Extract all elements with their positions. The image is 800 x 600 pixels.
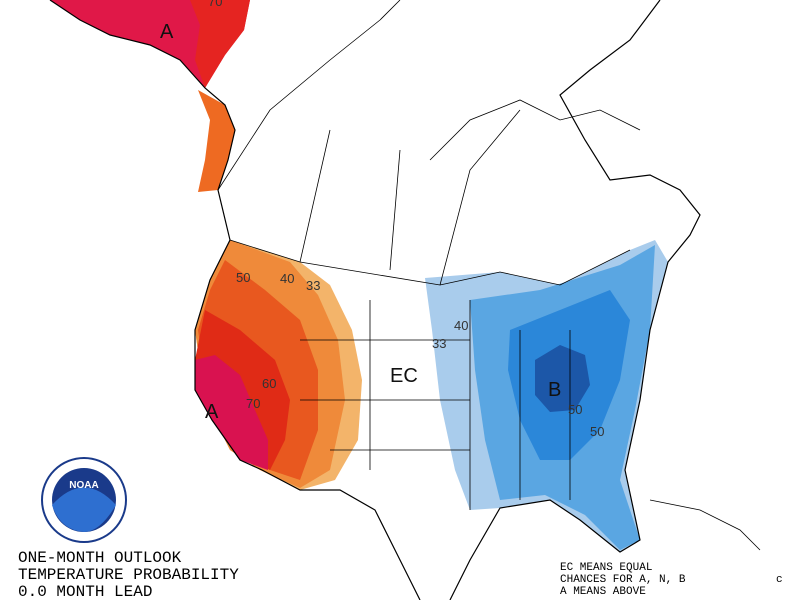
- contour-label: 50: [568, 402, 582, 417]
- caption-line: TEMPERATURE PROBABILITY: [18, 566, 239, 584]
- contour-label: 40: [454, 318, 468, 333]
- caption-line: 0.0 MONTH LEAD: [18, 583, 152, 600]
- west-shading: [195, 240, 362, 490]
- caption-line: ONE-MONTH OUTLOOK: [18, 549, 182, 567]
- contour-label: 50: [236, 270, 250, 285]
- noaa-logo: NOAA: [41, 457, 127, 543]
- category-label: B: [548, 379, 561, 401]
- note-line: EC MEANS EQUAL: [560, 562, 652, 574]
- contour-label: 70: [246, 396, 260, 411]
- category-label: A: [205, 401, 219, 423]
- contour-label: 33: [432, 336, 446, 351]
- note-corner: c: [776, 574, 783, 586]
- logo-text: NOAA: [69, 480, 98, 491]
- contour-label: 33: [306, 278, 320, 293]
- note-line: CHANCES FOR A, N, B: [560, 574, 686, 586]
- east-shading: [425, 240, 668, 552]
- coastlines: [49, 0, 761, 600]
- note-line: A MEANS ABOVE: [560, 586, 646, 598]
- contour-label: 60: [262, 376, 276, 391]
- contour-label: 70: [208, 0, 222, 9]
- category-label: EC: [390, 365, 418, 387]
- category-label: A: [160, 21, 174, 43]
- contour-label: 40: [280, 271, 294, 286]
- contour-label: 50: [590, 424, 604, 439]
- alaska-shading: [50, 0, 250, 192]
